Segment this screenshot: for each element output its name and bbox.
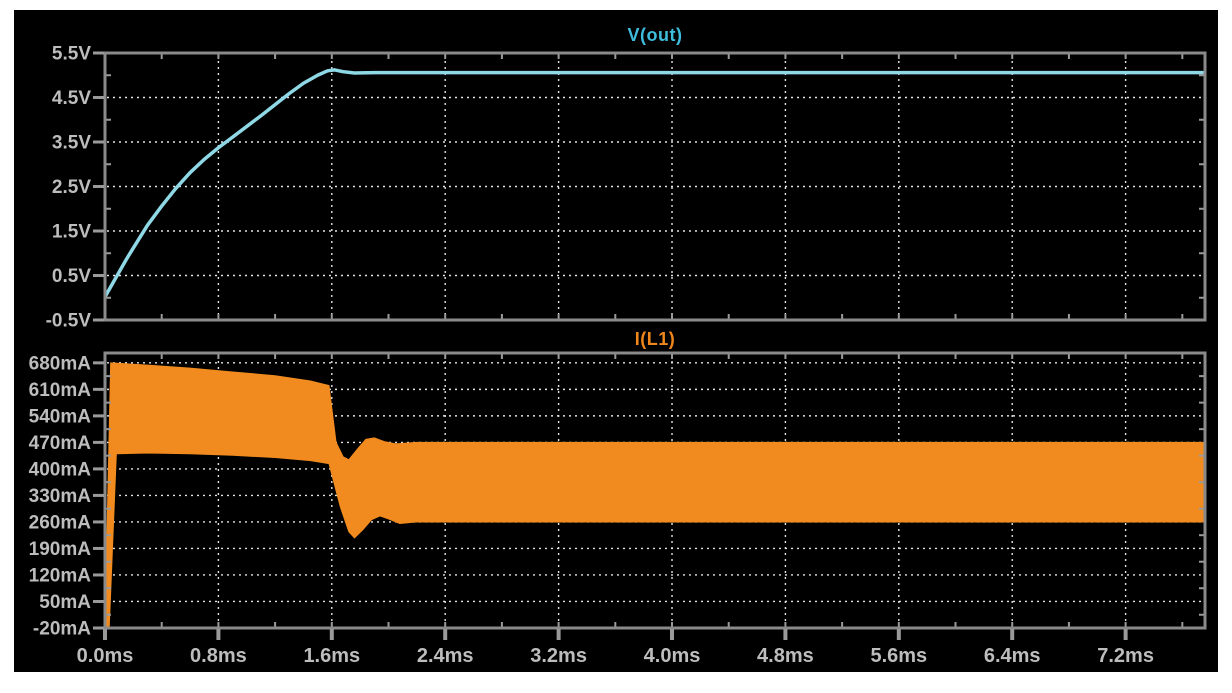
y-axis-tick-label: 4.5V <box>52 88 91 109</box>
y-axis-tick-label: 3.5V <box>52 133 91 154</box>
y-axis-tick-label: 400mA <box>29 459 92 480</box>
y-axis-tick-label: -20mA <box>33 619 91 640</box>
x-axis-tick-label: 7.2ms <box>1097 645 1154 667</box>
y-axis-tick-label: 50mA <box>39 592 91 613</box>
x-axis-tick-label: 5.6ms <box>870 645 927 667</box>
y-axis-tick-label: 0.5V <box>52 266 91 287</box>
y-axis-tick-label: 470mA <box>29 433 92 454</box>
y-axis-tick-label: 190mA <box>29 539 92 560</box>
x-axis-tick-label: 0.0ms <box>77 645 134 667</box>
x-axis-tick-label: 4.8ms <box>757 645 814 667</box>
x-axis-tick-label: 3.2ms <box>530 645 587 667</box>
y-axis-tick-label: -0.5V <box>46 311 92 332</box>
y-axis-tick-label: 2.5V <box>52 177 91 198</box>
minor-ticks <box>106 354 1204 627</box>
y-axis-tick-label: 5.5V <box>52 44 91 65</box>
waveform-plot-area[interactable]: 5.5V 4.5V 3.5V 2.5V 1.5V 0.5V -0.5V 680mA 610mA 5… <box>14 10 1218 672</box>
trace-title-il1[interactable]: I(L1) <box>634 329 676 349</box>
y-axis-tick-label: 680mA <box>29 353 92 374</box>
x-axis-tick-label: 1.6ms <box>303 645 360 667</box>
y-axis-tick-label: 540mA <box>29 406 92 427</box>
y-axis-tick-label: 260mA <box>29 512 92 533</box>
vout-trace[interactable] <box>105 68 1205 299</box>
plot-pane-voltage[interactable]: 5.5V 4.5V 3.5V 2.5V 1.5V 0.5V -0.5V <box>46 44 1207 332</box>
plot-canvas: V(out) I(L1) 5.5V 4.5V 3.5V 2.5V 1.5V 0.5V -0.… <box>14 10 1218 672</box>
y-axis-tick-label: 120mA <box>29 565 92 586</box>
y-axis-tick-label: 1.5V <box>52 222 91 243</box>
x-axis-tick-label: 4.0ms <box>644 645 701 667</box>
y-axis-tick-label: 330mA <box>29 486 92 507</box>
pane-border <box>103 351 1207 630</box>
x-axis[interactable]: 0.0ms 0.8ms 1.6ms 2.4ms 3.2ms 4.0ms 4.8ms 5.6ms… <box>77 629 1154 667</box>
x-axis-tick-label: 0.8ms <box>190 645 247 667</box>
grid <box>107 55 1203 318</box>
pane-border <box>103 51 1207 322</box>
plot-pane-current[interactable]: 680mA 610mA 540mA 470mA 400mA 330mA 260mA 190mA… <box>29 351 1207 667</box>
il1-trace[interactable] <box>105 362 1205 627</box>
x-axis-tick-label: 6.4ms <box>984 645 1041 667</box>
trace-title-vout[interactable]: V(out) <box>627 25 683 45</box>
y-axis[interactable]: 680mA 610mA 540mA 470mA 400mA 330mA 260mA 190mA… <box>29 353 104 640</box>
y-axis[interactable]: 5.5V 4.5V 3.5V 2.5V 1.5V 0.5V -0.5V <box>46 44 104 332</box>
y-axis-tick-label: 610mA <box>29 380 92 401</box>
x-axis-tick-label: 2.4ms <box>417 645 474 667</box>
minor-ticks <box>106 54 1204 319</box>
